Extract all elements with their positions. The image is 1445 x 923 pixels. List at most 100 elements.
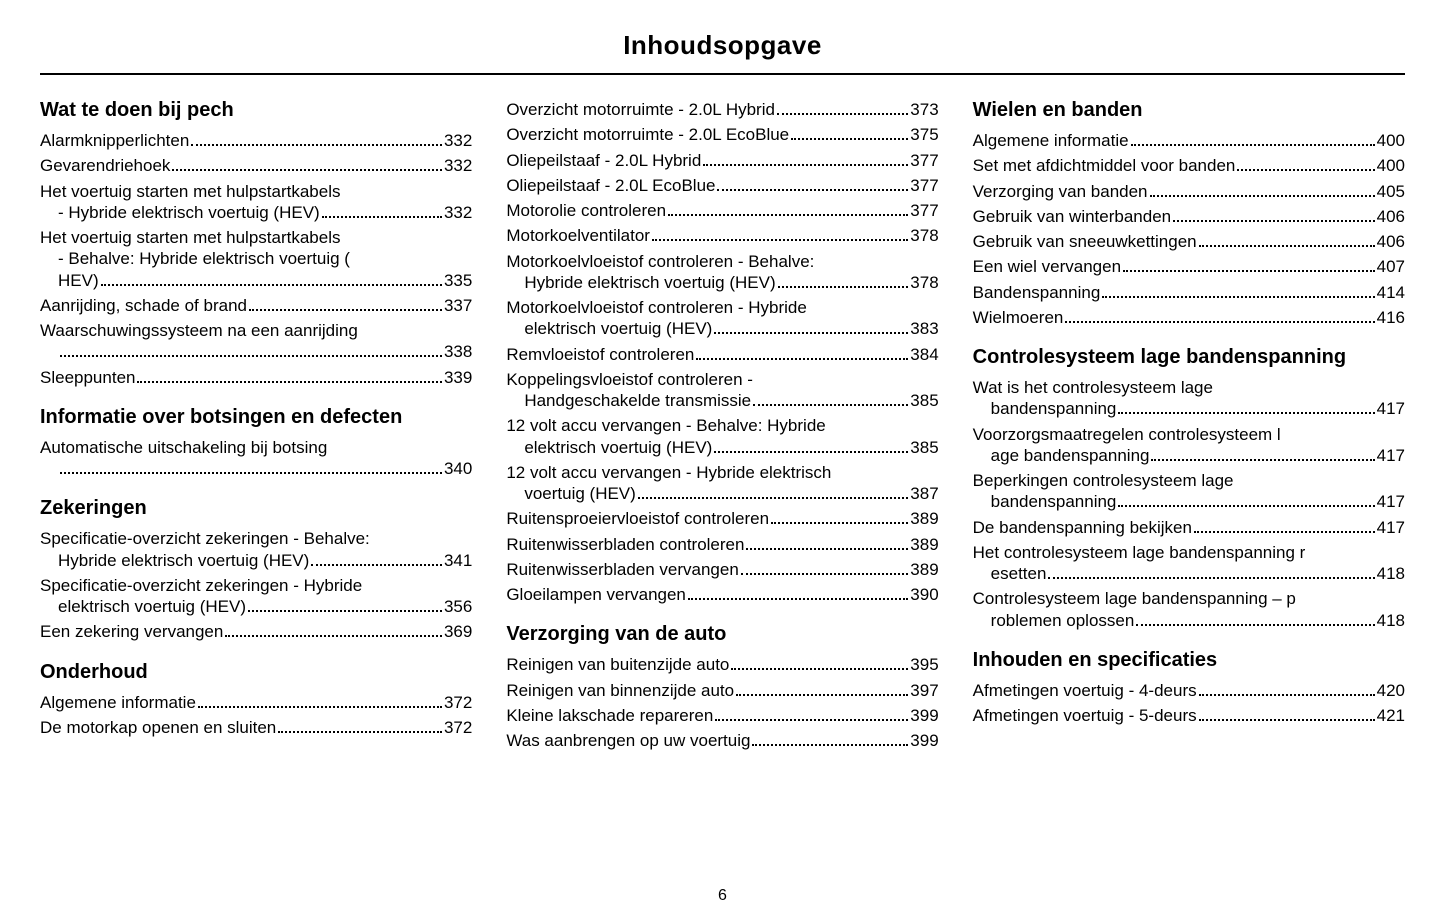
toc-entry[interactable]: Wielmoeren416 bbox=[973, 307, 1405, 328]
toc-entry[interactable]: Bandenspanning414 bbox=[973, 282, 1405, 303]
toc-entry[interactable]: Reinigen van binnenzijde auto397 bbox=[506, 680, 938, 701]
toc-entry[interactable]: Verzorging van banden405 bbox=[973, 181, 1405, 202]
dot-leader bbox=[652, 226, 908, 241]
dot-leader bbox=[696, 344, 908, 359]
toc-page: 395 bbox=[910, 654, 938, 675]
section-heading: Controlesysteem lage banden­spanning bbox=[973, 346, 1405, 369]
dot-leader bbox=[1199, 680, 1375, 695]
dot-leader bbox=[249, 295, 442, 310]
toc-entry[interactable]: Alarmknipperlichten332 bbox=[40, 130, 472, 151]
toc-label: Ruitenwisserbladen controleren bbox=[506, 534, 744, 555]
toc-page: 390 bbox=[910, 584, 938, 605]
toc-page: 385 bbox=[910, 390, 938, 411]
toc-label: De bandenspanning bekijken bbox=[973, 517, 1192, 538]
toc-entry[interactable]: Algemene informatie400 bbox=[973, 130, 1405, 151]
toc-entry[interactable]: Remvloeistof controleren384 bbox=[506, 344, 938, 365]
toc-page: 378 bbox=[910, 225, 938, 246]
toc-entry[interactable]: Motorkoelventilator378 bbox=[506, 225, 938, 246]
toc-entry[interactable]: Ruitenwisserbladen controleren 389 bbox=[506, 534, 938, 555]
toc-page: 399 bbox=[910, 705, 938, 726]
toc-entry[interactable]: De bandenspanning bekijken417 bbox=[973, 517, 1405, 538]
toc-entry[interactable]: Koppelingsvloeistof controleren - Handge… bbox=[506, 369, 938, 412]
toc-entry[interactable]: Het voertuig starten met hulpstartkabels… bbox=[40, 227, 472, 291]
dot-leader bbox=[172, 156, 442, 171]
toc-label-line: Specificatie-overzicht zekeringen - Beha… bbox=[40, 528, 472, 549]
toc-entry[interactable]: Afmetingen voertuig - 4-deurs420 bbox=[973, 680, 1405, 701]
toc-entry[interactable]: Specificatie-overzicht zekeringen - Beha… bbox=[40, 528, 472, 571]
toc-label: Motorolie controleren bbox=[506, 200, 666, 221]
toc-entry[interactable]: Aanrijding, schade of brand337 bbox=[40, 295, 472, 316]
toc-entry[interactable]: 12 volt accu vervangen - Behalve: Hybrid… bbox=[506, 415, 938, 458]
section-heading: Wielen en banden bbox=[973, 99, 1405, 122]
toc-entry[interactable]: Overzicht motorruimte - 2.0L EcoBlue375 bbox=[506, 124, 938, 145]
toc-page: 400 bbox=[1377, 155, 1405, 176]
dot-leader bbox=[688, 585, 908, 600]
toc-entry[interactable]: Een wiel vervangen407 bbox=[973, 256, 1405, 277]
toc-label-line: Motorkoelvloeistof controleren - Hybride bbox=[506, 297, 938, 318]
toc-label: Bandenspanning bbox=[973, 282, 1101, 303]
toc-entry[interactable]: Motorolie controleren377 bbox=[506, 200, 938, 221]
toc-entry[interactable]: Gloeilampen vervangen390 bbox=[506, 584, 938, 605]
toc-entry[interactable]: De motorkap openen en sluiten372 bbox=[40, 717, 472, 738]
dot-leader bbox=[1151, 445, 1374, 460]
toc-entry[interactable]: Het controlesysteem lage bandenspanning … bbox=[973, 542, 1405, 585]
toc-entry[interactable]: Was aanbrengen op uw voertuig399 bbox=[506, 730, 938, 751]
dot-leader bbox=[777, 100, 908, 115]
toc-page: 373 bbox=[910, 99, 938, 120]
toc-entry[interactable]: Oliepeilstaaf - 2.0L EcoBlue377 bbox=[506, 175, 938, 196]
toc-page: 389 bbox=[910, 534, 938, 555]
toc-label: Ruitensproeiervloeistof controleren bbox=[506, 508, 769, 529]
toc-entry[interactable]: Ruitensproeiervloeistof controleren389 bbox=[506, 508, 938, 529]
dot-leader bbox=[703, 150, 908, 165]
toc-entry[interactable]: Motorkoelvloeistof controleren - Behalve… bbox=[506, 251, 938, 294]
toc-label: Aanrijding, schade of brand bbox=[40, 295, 247, 316]
toc-entry[interactable]: Algemene informatie372 bbox=[40, 692, 472, 713]
toc-page: 338 bbox=[444, 341, 472, 362]
toc-entry[interactable]: Beperkingen controlesysteem lage bandens… bbox=[973, 470, 1405, 513]
dot-leader bbox=[1065, 307, 1374, 322]
toc-entry[interactable]: 12 volt accu vervangen - Hybride elektri… bbox=[506, 462, 938, 505]
toc-entry[interactable]: Specificatie-overzicht zekeringen - Hybr… bbox=[40, 575, 472, 618]
toc-label: esetten bbox=[991, 563, 1047, 584]
toc-entry[interactable]: Oliepeilstaaf - 2.0L Hybrid377 bbox=[506, 150, 938, 171]
toc-entry[interactable]: Kleine lakschade repareren 399 bbox=[506, 705, 938, 726]
toc-page: 378 bbox=[910, 272, 938, 293]
toc-entry[interactable]: Gebruik van sneeuwkettingen406 bbox=[973, 231, 1405, 252]
toc-entry[interactable]: Controlesysteem lage bandenspanning – pr… bbox=[973, 588, 1405, 631]
toc-label: Kleine lakschade repareren bbox=[506, 705, 713, 726]
toc-entry[interactable]: Afmetingen voertuig - 5-deurs421 bbox=[973, 705, 1405, 726]
toc-label: age bandenspanning bbox=[991, 445, 1150, 466]
toc-entry[interactable]: Het voertuig starten met hulpstartkabels… bbox=[40, 181, 472, 224]
toc-entry[interactable]: Automatische uitschakeling bij botsing 3… bbox=[40, 437, 472, 480]
toc-label: Reinigen van buitenzijde auto bbox=[506, 654, 729, 675]
toc-entry[interactable]: Gebruik van winterbanden406 bbox=[973, 206, 1405, 227]
toc-label-line: Voorzorgsmaatregelen controlesysteem l bbox=[973, 424, 1405, 445]
horizontal-rule bbox=[40, 73, 1405, 75]
dot-leader bbox=[1237, 156, 1374, 171]
toc-entry[interactable]: Motorkoelvloeistof controleren - Hybride… bbox=[506, 297, 938, 340]
toc-entry[interactable]: Reinigen van buitenzijde auto 395 bbox=[506, 654, 938, 675]
toc-entry[interactable]: Overzicht motorruimte - 2.0L Hybrid373 bbox=[506, 99, 938, 120]
toc-entry[interactable]: Voorzorgsmaatregelen controlesysteem lag… bbox=[973, 424, 1405, 467]
toc-entry[interactable]: Wat is het controlesysteem lage bandensp… bbox=[973, 377, 1405, 420]
toc-label: Gevarendriehoek bbox=[40, 155, 170, 176]
page-number: 6 bbox=[0, 887, 1445, 905]
toc-label: Alarmknipperlichten bbox=[40, 130, 189, 151]
section-heading: Onderhoud bbox=[40, 661, 472, 684]
toc-label: Een zekering vervangen bbox=[40, 621, 223, 642]
toc-entry[interactable]: Set met afdichtmiddel voor banden400 bbox=[973, 155, 1405, 176]
toc-page: 397 bbox=[910, 680, 938, 701]
toc-label: roblemen oplossen bbox=[991, 610, 1135, 631]
toc-label-line: 12 volt accu vervangen - Behalve: Hybrid… bbox=[506, 415, 938, 436]
toc-entry[interactable]: Sleeppunten339 bbox=[40, 367, 472, 388]
toc-label: Oliepeilstaaf - 2.0L EcoBlue bbox=[506, 175, 715, 196]
toc-entry[interactable]: Waarschuwingssysteem na een aanrijding 3… bbox=[40, 320, 472, 363]
dot-leader bbox=[714, 437, 908, 452]
toc-page: 405 bbox=[1377, 181, 1405, 202]
dot-leader bbox=[715, 705, 908, 720]
toc-label-line: Motorkoelvloeistof controleren - Behalve… bbox=[506, 251, 938, 272]
toc-entry[interactable]: Ruitenwisserbladen vervangen389 bbox=[506, 559, 938, 580]
toc-entry[interactable]: Gevarendriehoek332 bbox=[40, 155, 472, 176]
toc-label-line: 12 volt accu vervangen - Hybride elektri… bbox=[506, 462, 938, 483]
toc-entry[interactable]: Een zekering vervangen369 bbox=[40, 621, 472, 642]
